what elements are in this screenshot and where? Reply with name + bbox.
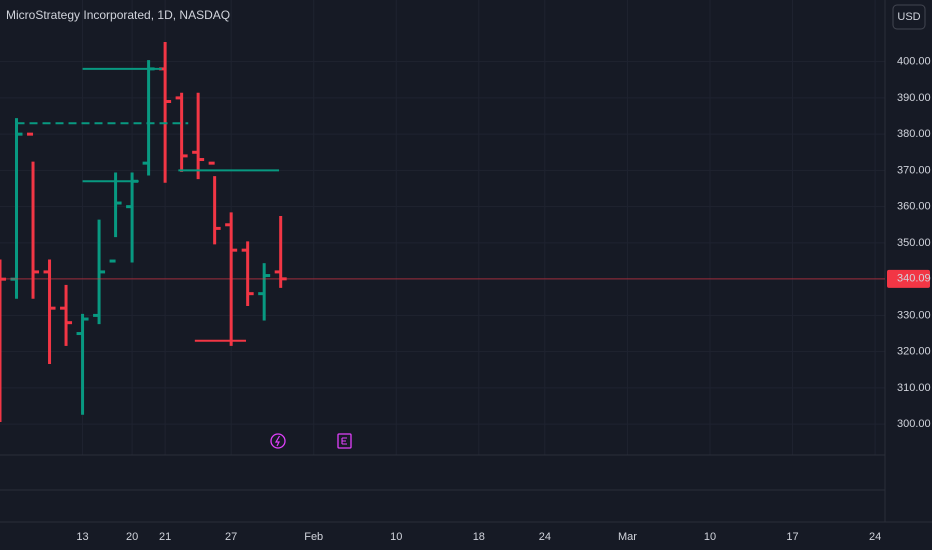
x-tick-label: 27 xyxy=(225,531,237,543)
x-tick-label: 18 xyxy=(473,531,485,543)
currency-button[interactable] xyxy=(892,4,926,30)
y-tick-label: 330.00 xyxy=(897,309,931,321)
x-tick-label: 21 xyxy=(159,531,171,543)
x-tick-label: 24 xyxy=(539,531,551,543)
y-tick-label: 310.00 xyxy=(897,382,931,394)
y-tick-label: 360.00 xyxy=(897,201,931,213)
currency-label[interactable]: USD xyxy=(897,11,920,23)
y-tick-label: 370.00 xyxy=(897,164,931,176)
last-price-label: 340.09 xyxy=(897,273,931,285)
x-tick-label: 10 xyxy=(390,531,402,543)
x-tick-label: 24 xyxy=(869,531,881,543)
earnings-icon[interactable] xyxy=(337,433,352,449)
x-tick-label: 13 xyxy=(76,531,88,543)
y-tick-label: 320.00 xyxy=(897,346,931,358)
x-tick-label: Mar xyxy=(618,531,637,543)
y-tick-label: 390.00 xyxy=(897,92,931,104)
y-tick-label: 400.00 xyxy=(897,56,931,68)
y-tick-label: 300.00 xyxy=(897,418,931,430)
x-tick-label: 17 xyxy=(786,531,798,543)
event-icon[interactable] xyxy=(270,433,286,449)
x-tick-label: 10 xyxy=(704,531,716,543)
last-price-box xyxy=(887,269,930,288)
x-tick-label: 20 xyxy=(126,531,138,543)
x-tick-label: Feb xyxy=(304,531,323,543)
y-tick-label: 380.00 xyxy=(897,128,931,140)
chart-title: MicroStrategy Incorporated, 1D, NASDAQ xyxy=(6,8,230,22)
y-tick-label: 350.00 xyxy=(897,237,931,249)
